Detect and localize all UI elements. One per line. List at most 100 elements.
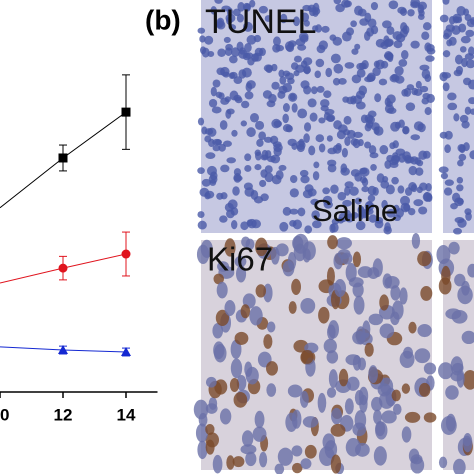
cell bbox=[302, 57, 313, 66]
cell bbox=[272, 141, 282, 148]
cell bbox=[391, 300, 404, 320]
cell bbox=[216, 281, 228, 299]
cell bbox=[407, 207, 416, 216]
cell bbox=[270, 246, 280, 265]
cell bbox=[229, 55, 238, 64]
cell bbox=[417, 4, 425, 14]
cell bbox=[293, 16, 300, 27]
cell bbox=[289, 188, 299, 198]
cell bbox=[282, 113, 289, 124]
cell bbox=[364, 342, 374, 357]
cell bbox=[465, 29, 474, 38]
cell bbox=[303, 133, 310, 143]
cell bbox=[426, 193, 433, 202]
cell bbox=[457, 144, 466, 153]
image-label: Ki67 bbox=[207, 241, 273, 278]
cell bbox=[390, 121, 400, 132]
cell bbox=[278, 69, 285, 78]
cell bbox=[386, 26, 395, 35]
cell bbox=[263, 334, 273, 349]
cell bbox=[349, 186, 359, 196]
cell bbox=[346, 376, 360, 391]
cell bbox=[400, 195, 410, 206]
cell bbox=[206, 165, 217, 176]
cell bbox=[444, 179, 454, 186]
cell bbox=[404, 187, 413, 196]
cell bbox=[217, 48, 226, 58]
cell bbox=[205, 403, 218, 414]
cell bbox=[300, 297, 316, 314]
cell bbox=[424, 107, 432, 116]
cell bbox=[320, 105, 329, 112]
cell bbox=[299, 169, 309, 177]
cell bbox=[234, 255, 247, 268]
cell bbox=[368, 365, 378, 384]
cell bbox=[298, 138, 305, 148]
cell bbox=[323, 90, 332, 98]
cell bbox=[333, 120, 342, 130]
cell bbox=[293, 55, 302, 63]
cell bbox=[402, 126, 409, 135]
cell bbox=[226, 455, 235, 470]
cell bbox=[260, 169, 268, 178]
cell bbox=[388, 0, 399, 10]
cell bbox=[273, 146, 282, 157]
cell bbox=[234, 331, 249, 345]
cell bbox=[390, 285, 401, 301]
cell bbox=[193, 399, 209, 420]
cell bbox=[288, 301, 297, 314]
cell bbox=[337, 249, 351, 260]
cell bbox=[393, 40, 403, 49]
cell bbox=[394, 75, 405, 84]
cell bbox=[318, 143, 326, 153]
cell bbox=[244, 153, 252, 162]
cell bbox=[216, 17, 225, 28]
cell bbox=[199, 35, 206, 43]
cell bbox=[259, 179, 267, 188]
cell bbox=[244, 42, 252, 53]
cell bbox=[318, 446, 335, 466]
cell bbox=[461, 330, 474, 345]
cell bbox=[389, 158, 399, 166]
cell bbox=[462, 435, 472, 447]
cell bbox=[354, 5, 363, 16]
cell bbox=[309, 7, 316, 17]
cell bbox=[446, 39, 453, 47]
cell bbox=[334, 278, 347, 297]
cell bbox=[210, 6, 217, 15]
cell bbox=[313, 161, 320, 169]
cell bbox=[342, 96, 350, 103]
cell bbox=[284, 72, 295, 80]
cell bbox=[289, 220, 297, 227]
cell bbox=[289, 174, 298, 184]
cell bbox=[418, 382, 431, 397]
cell bbox=[271, 174, 282, 185]
cell bbox=[197, 27, 206, 34]
cell bbox=[332, 144, 342, 154]
cell bbox=[391, 389, 401, 402]
cell bbox=[392, 403, 402, 415]
cell bbox=[392, 31, 403, 41]
cell bbox=[318, 40, 328, 51]
cell bbox=[322, 195, 333, 206]
cell bbox=[382, 176, 389, 183]
cell bbox=[233, 76, 243, 84]
cell bbox=[244, 164, 252, 172]
cell bbox=[438, 277, 452, 295]
cell bbox=[453, 458, 466, 474]
cell bbox=[444, 144, 451, 154]
cell bbox=[370, 1, 379, 11]
cell bbox=[344, 398, 354, 415]
cell bbox=[266, 383, 277, 397]
cell bbox=[311, 210, 320, 220]
cell bbox=[321, 25, 330, 33]
cell bbox=[411, 87, 419, 96]
cell bbox=[200, 239, 213, 258]
cell bbox=[219, 120, 228, 130]
cell bbox=[355, 220, 366, 231]
cell bbox=[445, 413, 456, 432]
cell bbox=[440, 172, 449, 180]
cell bbox=[374, 126, 384, 136]
cell bbox=[224, 47, 233, 56]
cell bbox=[414, 348, 431, 364]
